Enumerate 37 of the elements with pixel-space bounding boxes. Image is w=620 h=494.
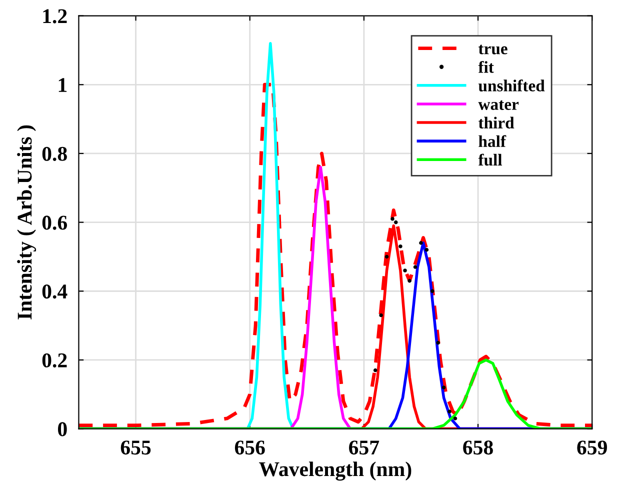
point xyxy=(394,220,398,224)
y-axis-title: Intensity ( Arb.Units ) xyxy=(17,125,36,320)
point xyxy=(436,340,440,345)
point xyxy=(384,254,389,259)
legend-label: full xyxy=(478,154,502,166)
legend-label: true xyxy=(478,44,508,54)
x-tick-label: 656 xyxy=(234,440,265,455)
y-tick-label: 0.4 xyxy=(42,284,68,299)
y-tick-label: 0.6 xyxy=(42,216,68,230)
x-tick-label: 658 xyxy=(463,440,493,455)
y-tick-label: 0 xyxy=(58,422,67,436)
point xyxy=(419,241,423,245)
y-tick-label: 1 xyxy=(58,78,67,92)
x-tick-label: 657 xyxy=(349,440,380,455)
point xyxy=(442,386,446,390)
point xyxy=(390,216,394,221)
point xyxy=(379,313,383,318)
y-tick-label: 1.2 xyxy=(43,9,67,24)
point xyxy=(453,416,458,420)
y-tick-label: 0.2 xyxy=(42,353,67,368)
x-tick-label: 655 xyxy=(120,440,151,455)
y-tick-label: 0.8 xyxy=(42,146,67,161)
legend-label: unshifted xyxy=(478,80,545,92)
point xyxy=(373,368,378,372)
point xyxy=(430,289,434,294)
legend-label: half xyxy=(478,135,506,148)
point xyxy=(398,244,402,248)
legend-label: fit xyxy=(478,60,494,73)
point xyxy=(408,278,412,283)
point xyxy=(403,268,407,272)
point xyxy=(413,265,418,269)
point xyxy=(424,248,429,252)
legend-label: water xyxy=(478,100,519,110)
point xyxy=(448,410,452,414)
x-tick-label: 659 xyxy=(577,440,607,455)
x-axis-title: Wavelength (nm) xyxy=(259,462,412,481)
legend-label: third xyxy=(478,116,514,129)
